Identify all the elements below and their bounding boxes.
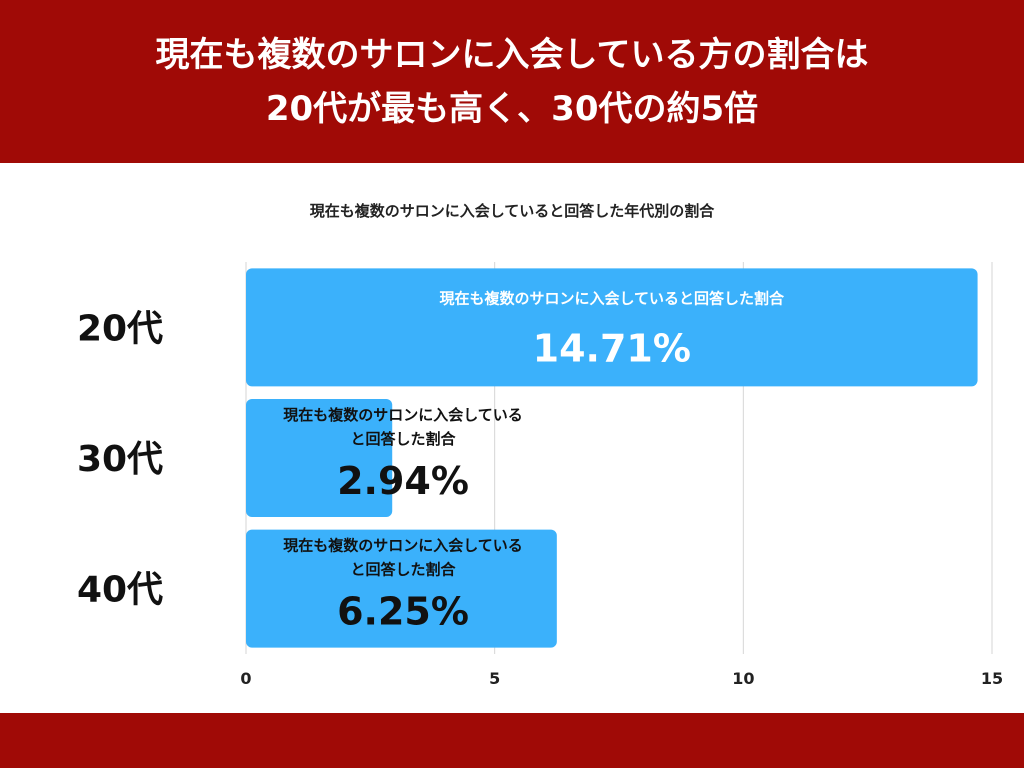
value-label-1: 2.94% xyxy=(337,459,469,503)
category-label-0: 20代 xyxy=(77,308,163,349)
chart-title: 現在も複数のサロンに入会していると回答した年代別の割合 xyxy=(309,202,715,220)
bar-label-1-0: 現在も複数のサロンに入会している xyxy=(283,406,523,424)
x-tick-label-2: 10 xyxy=(732,669,754,688)
bar-label-1-1: と回答した割合 xyxy=(350,430,456,448)
category-label-2: 40代 xyxy=(77,570,163,611)
value-label-2: 6.25% xyxy=(337,590,469,634)
bar-2 xyxy=(246,529,557,648)
x-tick-label-1: 5 xyxy=(489,669,500,688)
bar-label-2-1: と回答した割合 xyxy=(350,561,456,579)
bar-1 xyxy=(246,399,393,517)
x-tick-label-0: 0 xyxy=(240,669,251,688)
x-tick-label-3: 15 xyxy=(981,669,1003,688)
bar-label-2-0: 現在も複数のサロンに入会している xyxy=(283,537,523,555)
bar-0 xyxy=(246,268,978,387)
bar-label-0-0: 現在も複数のサロンに入会していると回答した割合 xyxy=(440,289,786,307)
title-line-2: 20代が最も高く、30代の約5倍 xyxy=(265,88,759,129)
title-banner: 現在も複数のサロンに入会している方の割合は 20代が最も高く、30代の約5倍 xyxy=(0,0,1024,163)
bar-chart: 20代現在も複数のサロンに入会していると回答した割合14.71%30代現在も複数… xyxy=(77,262,1003,688)
title-line-1: 現在も複数のサロンに入会している方の割合は xyxy=(155,34,869,75)
value-label-0: 14.71% xyxy=(533,326,691,370)
category-label-1: 30代 xyxy=(77,439,163,480)
footer-band xyxy=(0,713,1024,768)
